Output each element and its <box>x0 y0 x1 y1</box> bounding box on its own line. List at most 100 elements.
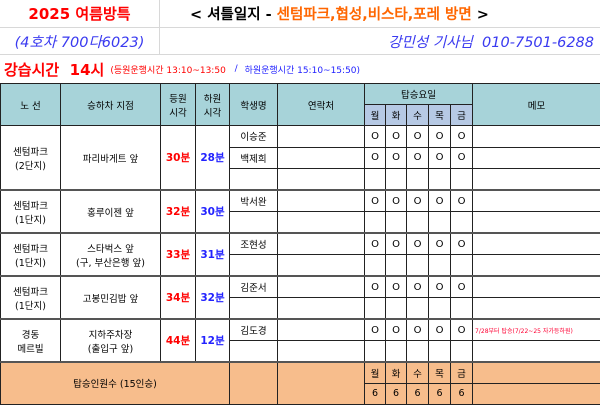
day-mark <box>449 340 474 363</box>
stop-cell: 지하주차장 (출입구 앞) <box>60 318 161 363</box>
memo-cell <box>472 340 600 363</box>
route-line: 경동 <box>21 329 40 341</box>
day-mark: O <box>428 232 451 255</box>
footer-memo <box>472 361 600 384</box>
stop-cell: 고봉민김밥 앞 <box>60 275 161 320</box>
footer-blank <box>229 361 278 405</box>
day-mark: O <box>406 232 429 255</box>
day-mark <box>385 211 407 234</box>
day-mark <box>428 297 451 320</box>
student-name: 김준서 <box>229 275 278 298</box>
contact-cell <box>277 340 365 363</box>
student-name: 김도경 <box>229 318 278 341</box>
day-mark <box>406 340 429 363</box>
route-line: (1단지) <box>15 214 46 226</box>
day-mark <box>385 168 407 191</box>
col-route: 노 선 <box>0 83 61 126</box>
day-mark: O <box>406 146 429 169</box>
pickup-time-cell: 44분 <box>160 318 196 363</box>
footer-day: 화 <box>385 361 407 384</box>
day-mark: O <box>449 125 474 148</box>
route-cell: 센텀파크 (1단지) <box>0 275 61 320</box>
day-mark <box>428 254 451 277</box>
route-line: 메르빌 <box>17 343 44 355</box>
memo-cell <box>472 146 600 169</box>
col-day: 화 <box>385 104 407 126</box>
col-days: 탑승요일 <box>363 83 474 105</box>
day-mark <box>449 254 474 277</box>
capacity-label: 탑승인원수 (15인승) <box>0 361 230 405</box>
stop-line: 스타벅스 앞 <box>87 243 134 255</box>
day-mark: O <box>364 318 386 341</box>
pickup-time-cell: 33분 <box>160 232 196 277</box>
day-mark: O <box>449 232 474 255</box>
day-mark <box>406 168 429 191</box>
dropoff-time-cell: 12분 <box>195 318 230 363</box>
col-dropoff: 하원 시각 <box>195 83 230 126</box>
col-day: 금 <box>449 104 474 126</box>
student-name <box>229 168 278 191</box>
day-mark: O <box>385 146 407 169</box>
memo-cell <box>472 168 600 191</box>
title-area: 센텀파크,협성,비스타,포레 방면 <box>276 7 472 23</box>
footer-count: 6 <box>385 382 407 405</box>
day-mark: O <box>364 275 386 298</box>
route-line: 센텀파크 <box>13 200 48 212</box>
stop-cell: 스타벅스 앞 (구, 부산은행 앞) <box>60 232 161 277</box>
route-line: (1단지) <box>15 257 46 269</box>
sheet-title: < 셔틀일지 - 센텀파크,협성,비스타,포레 방면 > <box>190 3 489 24</box>
day-mark: O <box>406 318 429 341</box>
student-name <box>229 211 278 234</box>
day-mark: O <box>449 146 474 169</box>
table-row: 백제희 O O O O O <box>1 146 600 169</box>
day-mark: O <box>428 146 451 169</box>
day-mark <box>428 168 451 191</box>
route-line: (2단지) <box>15 160 46 172</box>
day-mark: O <box>385 232 407 255</box>
pickup-time-cell: 30분 <box>160 125 196 191</box>
student-name <box>229 297 278 320</box>
stop-line: (출입구 앞) <box>87 343 134 355</box>
footer-blank <box>277 361 365 405</box>
day-mark: O <box>385 275 407 298</box>
day-mark: O <box>428 275 451 298</box>
bus-number: (4호차 700다6023) <box>14 34 145 51</box>
route-cell: 센텀파크 (1단지) <box>0 189 61 234</box>
col-memo: 메모 <box>472 83 600 126</box>
memo-cell <box>472 232 600 255</box>
student-name: 박서완 <box>229 189 278 212</box>
day-mark <box>406 297 429 320</box>
dropoff-time-cell: 28분 <box>195 125 230 191</box>
stop-line: (구, 부산은행 앞) <box>76 257 145 269</box>
separator: / <box>231 64 241 74</box>
footer-day: 목 <box>428 361 451 384</box>
shuttle-table: 노 선 승하차 지점 등원 시각 하원 시각 학생명 연락처 탑승요일 메모 월 화… <box>0 83 600 405</box>
col-contact: 연락처 <box>277 83 365 126</box>
title-row: 2025 여름방특 < 셔틀일지 - 센텀파크,협성,비스타,포레 방면 > <box>0 0 600 28</box>
memo-cell: 7/28부터 탑승(7/22~25 자가등하원) <box>472 318 600 341</box>
day-mark: O <box>406 275 429 298</box>
stop-cell: 홍루이젠 앞 <box>60 189 161 234</box>
day-mark: O <box>449 189 474 212</box>
contact-cell <box>277 125 365 148</box>
memo-cell <box>472 211 600 234</box>
day-mark: O <box>385 189 407 212</box>
memo-cell <box>472 297 600 320</box>
class-time: 강습시간 14시 <box>4 60 105 79</box>
day-mark <box>385 297 407 320</box>
dropoff-time-cell: 30분 <box>195 189 230 234</box>
day-mark: O <box>449 318 474 341</box>
dropoff-time-cell: 32분 <box>195 275 230 320</box>
contact-cell <box>277 189 365 212</box>
day-mark <box>364 297 386 320</box>
day-mark <box>364 254 386 277</box>
day-mark: O <box>406 125 429 148</box>
route-line: 센텀파크 <box>13 146 48 158</box>
day-mark <box>364 168 386 191</box>
day-mark <box>364 340 386 363</box>
day-mark <box>428 211 451 234</box>
col-day: 월 <box>364 104 386 126</box>
contact-cell <box>277 254 365 277</box>
pickup-time-cell: 32분 <box>160 189 196 234</box>
